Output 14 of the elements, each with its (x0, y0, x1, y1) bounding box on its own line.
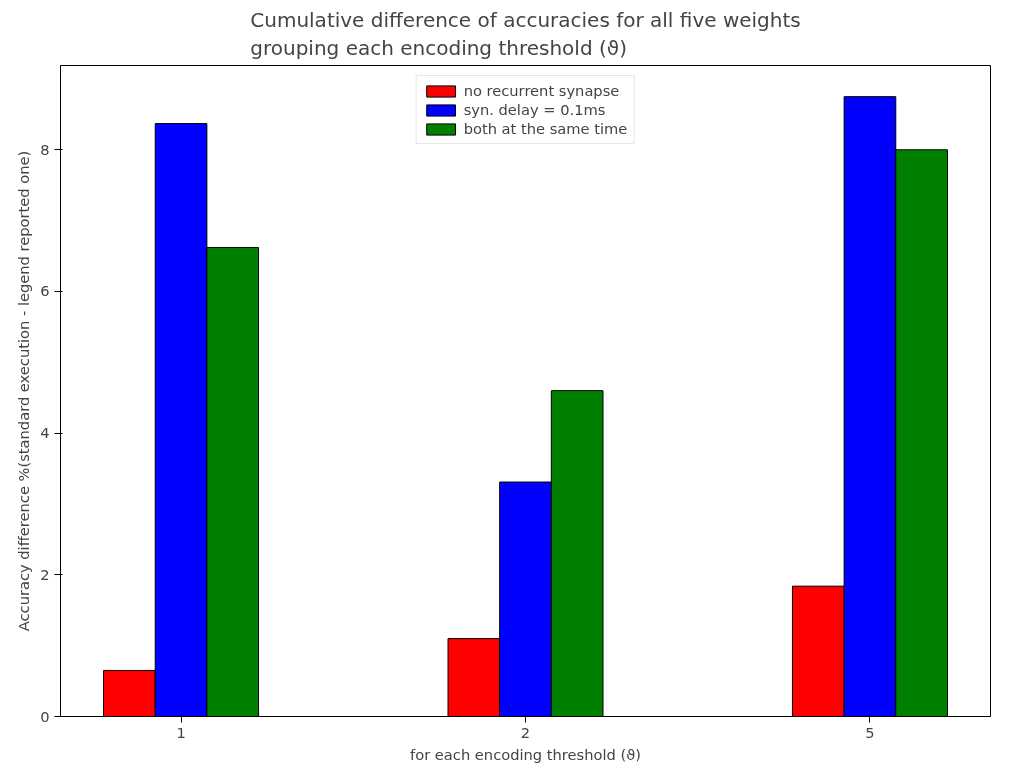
legend-label: no recurrent synapse (463, 82, 620, 99)
x-axis-title: for each encoding threshold (ϑ) (410, 745, 641, 763)
y-tick-label: 8 (40, 140, 50, 158)
y-tick-label: 4 (40, 424, 50, 442)
y-axis-title: Accuracy difference %(standard execution - legend reported one) (15, 150, 33, 632)
chart-title: Cumulative difference of accuracies for all five weights grouping each encoding threshold (ϑ) (250, 7, 801, 61)
legend-label: both at the same time (463, 120, 628, 137)
y-tick-label: 2 (40, 565, 50, 583)
y-tick-label: 6 (40, 282, 50, 300)
legend-label: syn. delay = 0.1ms (463, 101, 606, 118)
x-tick-label: 5 (865, 723, 875, 741)
x-tick-label: 1 (176, 723, 186, 741)
x-tick-label: 2 (520, 723, 531, 741)
y-tick-label: 0 (40, 707, 50, 725)
